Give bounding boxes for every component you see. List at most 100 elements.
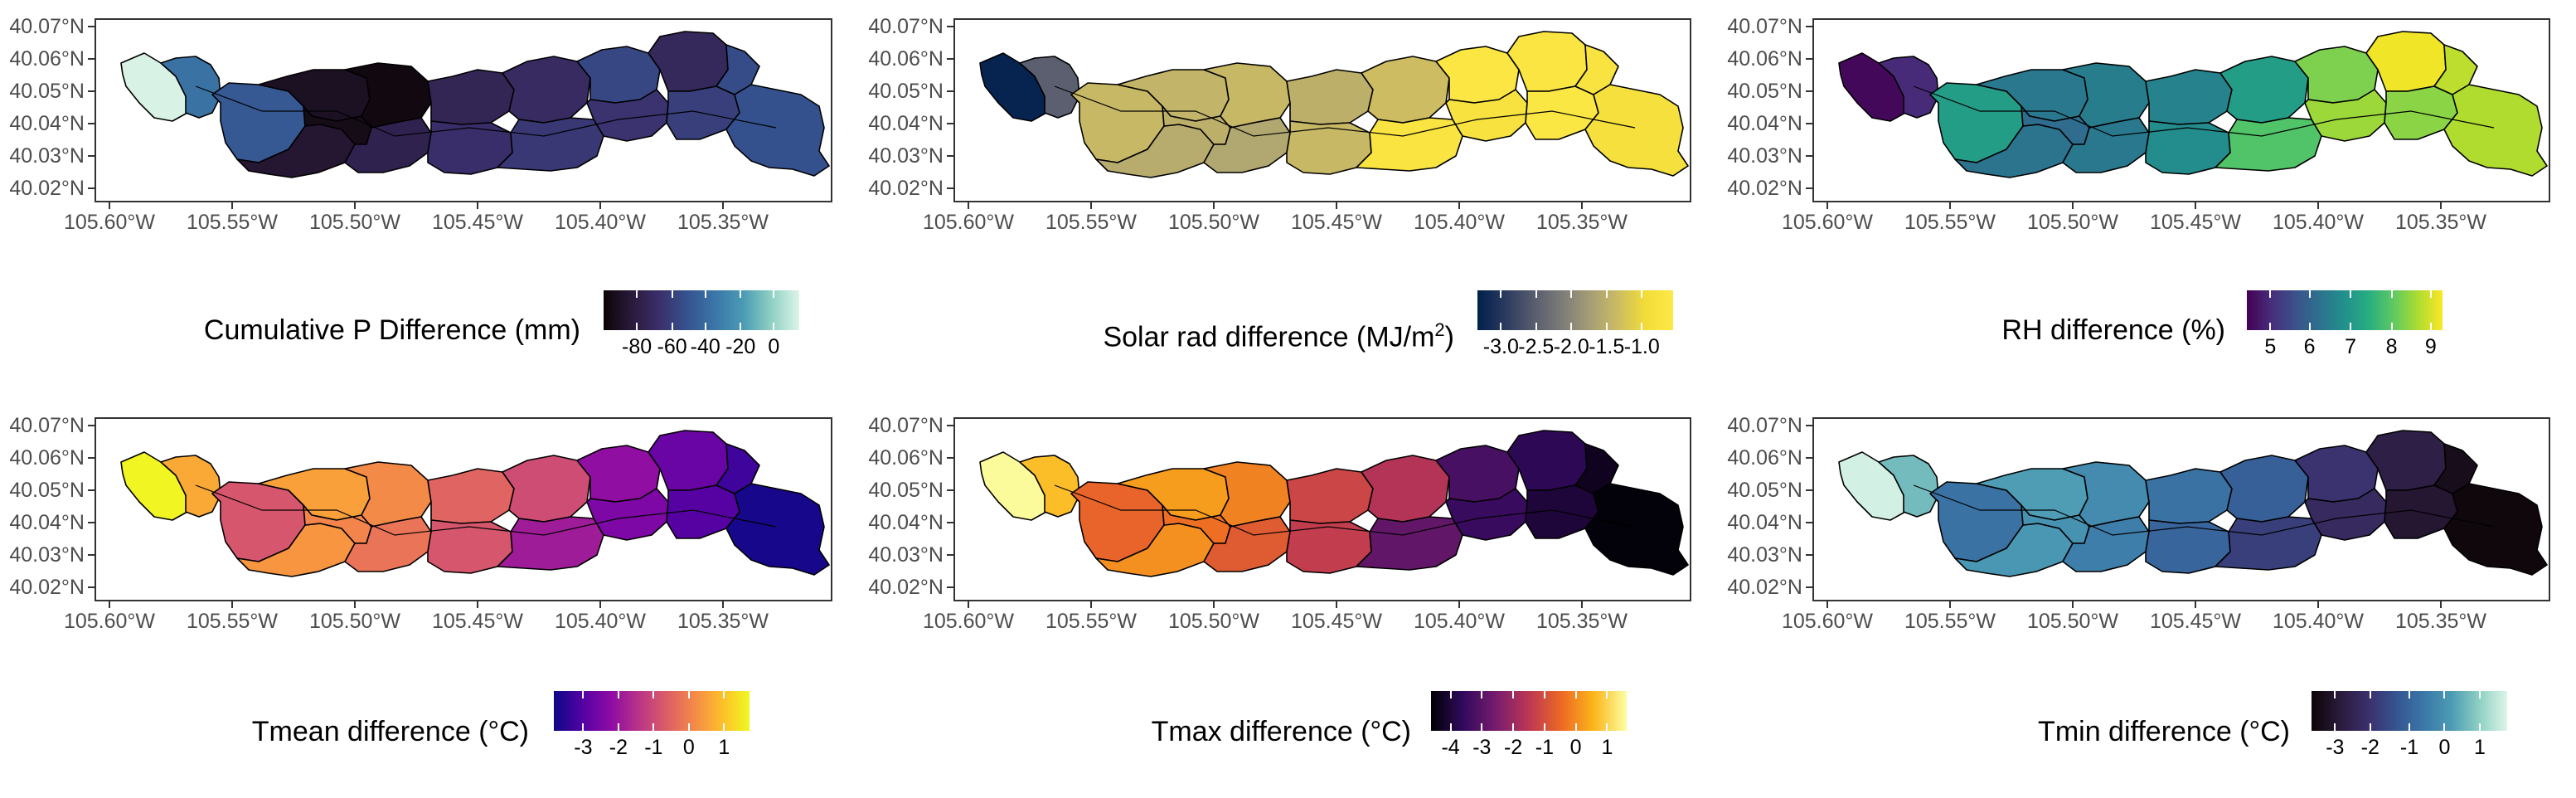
- stream-line: [195, 484, 777, 536]
- lat-tick-mark: [947, 489, 953, 491]
- lat-tick-label: 40.07°N: [9, 15, 85, 38]
- sub-basin-polygon: [1838, 451, 1906, 521]
- colorbar-label: -1: [2399, 736, 2419, 759]
- colorbar-label: -3: [1472, 736, 1492, 759]
- colorbar-tick: [1570, 290, 1573, 298]
- sub-basin-polygon: [2304, 89, 2387, 142]
- colorbar-tick: [740, 323, 742, 330]
- sub-basin-polygon: [1286, 468, 1374, 524]
- lat-tick-mark: [947, 155, 953, 157]
- colorbar-label: 1: [718, 736, 730, 759]
- colorbar-tick: [2478, 691, 2481, 698]
- colorbar-tick: [617, 723, 619, 731]
- lat-tick-label: 40.04°N: [1727, 112, 1802, 135]
- sub-basin-polygon: [586, 488, 669, 541]
- colorbar-label: 7: [2345, 335, 2357, 358]
- colorbar-label: -2: [2360, 736, 2380, 759]
- colorbar-label: -1.0: [1623, 335, 1660, 358]
- map-panel-rh: 40.07°N 40.06°N 40.05°N 40.04°N 40.03°N 40.02…: [1718, 0, 2576, 399]
- map-panel-tmean: 40.07°N 40.06°N 40.05°N 40.04°N 40.03°N 40.02…: [0, 399, 859, 798]
- lon-tick-mark: [599, 601, 601, 608]
- colorbar-label: -3.0: [1482, 335, 1519, 358]
- sub-basin-polygon: [2304, 488, 2387, 541]
- colorbar-tick: [2334, 723, 2336, 731]
- lat-tick-mark: [88, 58, 95, 60]
- lat-tick-label: 40.04°N: [9, 511, 85, 534]
- lon-tick-mark: [477, 202, 478, 209]
- lon-tick-mark: [1826, 601, 1828, 608]
- sub-basin-polygon: [1445, 488, 1528, 541]
- sub-basin-polygon: [427, 120, 513, 175]
- lon-tick-label: 105.45°W: [431, 610, 524, 633]
- lon-tick-mark: [109, 601, 110, 608]
- lat-tick-label: 40.06°N: [1727, 47, 1802, 71]
- sub-basin-polygon: [502, 56, 591, 124]
- sub-basin-polygon: [979, 451, 1047, 521]
- colorbar-label: -2: [609, 736, 628, 759]
- colorbar-tick: [2429, 290, 2432, 298]
- colorbar-tick: [582, 691, 585, 698]
- lat-tick-mark: [947, 187, 953, 189]
- lon-tick-mark: [1458, 202, 1460, 209]
- lon-tick-label: 105.45°W: [2149, 211, 2242, 234]
- watershed-map: [1838, 430, 2548, 577]
- watershed-map: [120, 31, 830, 178]
- colorbar-tick: [1641, 323, 1643, 330]
- lon-tick-mark: [1213, 202, 1215, 209]
- colorbar-tick: [1605, 323, 1608, 330]
- sub-basin-polygon: [160, 455, 221, 518]
- colorbar-tick: [2308, 290, 2311, 298]
- stream-line: [195, 85, 777, 137]
- map-panel-tmin: 40.07°N 40.06°N 40.05°N 40.04°N 40.03°N 40.02…: [1718, 399, 2576, 798]
- lon-tick-label: 105.50°W: [308, 610, 401, 633]
- lat-tick-label: 40.03°N: [9, 543, 85, 567]
- lat-tick-mark: [1806, 155, 1812, 157]
- lon-tick-label: 105.35°W: [1535, 610, 1628, 633]
- colorbar-label: -40: [690, 335, 720, 358]
- colorbar-label: 9: [2424, 335, 2437, 358]
- lon-tick-mark: [722, 202, 724, 209]
- lat-tick-label: 40.03°N: [1727, 144, 1802, 168]
- lat-tick-mark: [1806, 187, 1812, 189]
- colorbar-tick: [687, 691, 690, 698]
- sub-basin-polygon: [1019, 56, 1080, 119]
- legend-title: Tmax difference (°C): [1152, 715, 1411, 748]
- lat-tick-mark: [947, 522, 953, 523]
- colorbar-label: -4: [1441, 736, 1460, 759]
- watershed-map: [120, 430, 830, 577]
- lat-tick-mark: [1806, 586, 1812, 588]
- watershed-map: [979, 430, 1689, 577]
- lon-tick-label: 105.55°W: [1904, 610, 1996, 633]
- sub-basin-polygon: [1506, 31, 1588, 92]
- lat-tick-mark: [88, 90, 95, 92]
- lat-tick-mark: [1806, 123, 1812, 124]
- colorbar-label: -3: [574, 736, 593, 759]
- colorbar-tick: [1543, 723, 1545, 731]
- lat-tick-label: 40.02°N: [9, 177, 85, 200]
- lat-tick-mark: [88, 457, 95, 459]
- lon-tick-label: 105.40°W: [2272, 610, 2365, 633]
- colorbar-label: 0: [1569, 736, 1582, 759]
- map-panel-solar-rad: 40.07°N 40.06°N 40.05°N 40.04°N 40.03°N 40.02…: [859, 0, 1718, 399]
- lat-tick-label: 40.03°N: [9, 144, 85, 168]
- lon-tick-mark: [1826, 202, 1828, 209]
- lat-tick-label: 40.05°N: [9, 80, 85, 103]
- colorbar-label: 0: [2438, 736, 2451, 759]
- lat-tick-mark: [88, 155, 95, 157]
- colorbar-label: 5: [2264, 335, 2277, 358]
- lat-tick-mark: [947, 90, 953, 92]
- sub-basin-polygon: [160, 56, 221, 119]
- colorbar-tick: [1512, 691, 1515, 698]
- lon-tick-mark: [599, 202, 601, 209]
- sub-basin-polygon: [979, 52, 1047, 122]
- colorbar-tick: [2369, 691, 2371, 698]
- lon-tick-label: 105.35°W: [1535, 211, 1628, 234]
- lon-tick-label: 105.60°W: [922, 610, 1015, 633]
- colorbar-tick: [1500, 323, 1502, 330]
- lat-tick-label: 40.04°N: [868, 511, 944, 534]
- lon-tick-mark: [2195, 202, 2196, 209]
- lat-tick-label: 40.07°N: [9, 414, 85, 437]
- lon-tick-label: 105.60°W: [63, 211, 156, 234]
- lon-tick-mark: [1949, 601, 1951, 608]
- colorbar-label: 0: [768, 335, 780, 358]
